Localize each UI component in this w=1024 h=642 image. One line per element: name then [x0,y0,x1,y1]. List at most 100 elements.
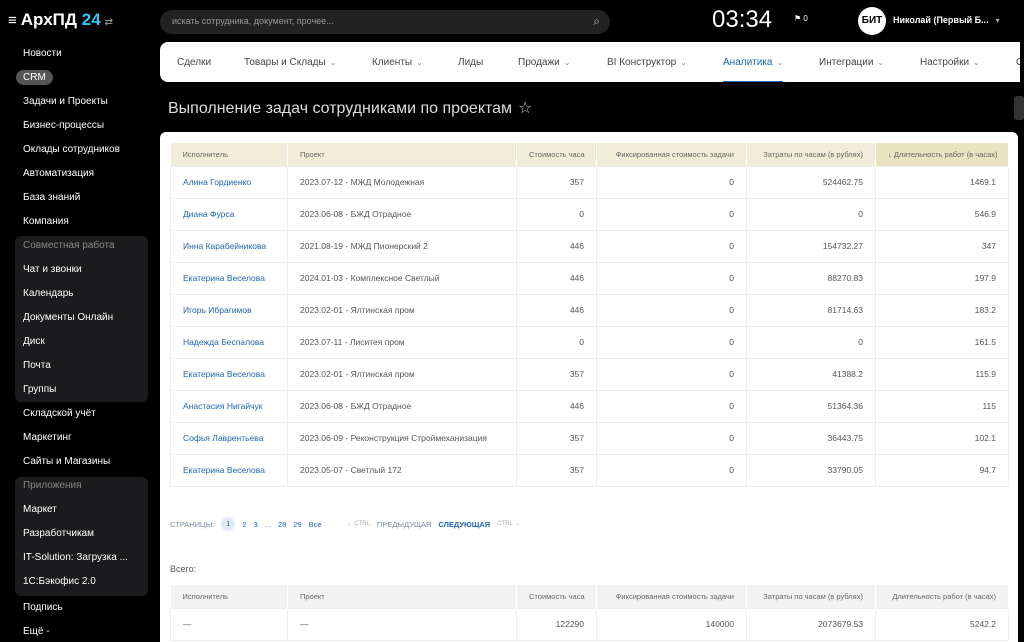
sidebar-item[interactable]: Разработчикам [23,528,94,539]
user-menu[interactable]: Николай (Первый Б... ▾ [893,15,1000,25]
employee-link[interactable]: Алина Гордиенко [170,165,288,199]
sidebar-item[interactable]: Автоматизация [23,168,95,179]
employee-link[interactable]: Екатерина Веселова [170,453,288,487]
table-cell: 183.2 [875,293,1009,327]
sidebar-item-crm[interactable]: CRM [16,70,53,85]
tab-7[interactable]: Интеграции ⌄ [819,57,884,68]
app-logo[interactable]: ≡ АрхПД 24 ⇄ [8,10,114,29]
tab-6[interactable]: Аналитика ⌄ [723,57,784,82]
table-cell: 1469.1 [875,165,1009,199]
totals-cell: 5242.2 [875,607,1009,641]
sidebar-item[interactable]: IT-Solution: Загрузка ... [23,552,128,563]
column-header[interactable]: Фиксированная стоимость задачи [596,143,747,166]
flag-counter[interactable]: ⚑ 0 [794,14,808,23]
sidebar-item[interactable]: Маркет [23,504,57,515]
employee-link[interactable]: Надежда Беспалова [170,325,288,359]
sidebar-item[interactable]: 1С:Бэкофис 2.0 [23,576,96,587]
table-cell: 2023.07-12 - МЖД Молодежная [287,165,517,199]
tab-1[interactable]: Товары и Склады ⌄ [244,57,336,68]
page-link[interactable]: Все [308,519,322,529]
search-input[interactable] [172,16,572,26]
tab-8[interactable]: Настройки ⌄ [920,57,980,68]
sidebar-item[interactable]: Ещё - [23,626,50,637]
sidebar-item[interactable]: Складской учёт [23,408,96,419]
search-icon[interactable]: ⌕ [593,14,600,28]
sidebar-item[interactable]: Задачи и Проекты [23,96,108,107]
employee-link[interactable]: Софья Лаврентьева [170,421,288,455]
employee-link[interactable]: Инна Карабейникова [170,229,288,263]
next-page-button[interactable]: СЛЕДУЮЩАЯ [438,519,491,529]
column-header[interactable]: Исполнитель [170,143,288,166]
page-link[interactable]: 3 [253,519,258,529]
chevron-down-icon[interactable]: ▾ [995,15,1000,25]
chevron-down-icon: ⌄ [973,58,980,67]
sidebar-item[interactable]: Компания [23,216,69,227]
table-cell: 2023.07-11 - Лиситея пром [287,325,517,359]
table-row: Диана Фурса 2023.06-08 - БЖД Отрадное 0 0 0 5… [170,197,1009,231]
employee-link[interactable]: Диана Фурса [170,197,288,231]
sidebar-item[interactable]: База знаний [23,192,81,203]
employee-link[interactable]: Анастасия Нигайчук [170,389,288,423]
sidebar-item[interactable]: Диск [23,336,45,347]
tab-9[interactable]: С [1016,57,1020,68]
column-header[interactable]: Стоимость часа [516,143,597,166]
clock[interactable]: 03:34 [712,6,773,33]
sidebar-item[interactable]: Чат и звонки [23,264,82,275]
table-cell: 357 [516,453,597,487]
tab-0[interactable]: Сделки [177,57,211,68]
hamburger-icon[interactable]: ≡ [8,12,17,29]
table-cell: 446 [516,389,597,423]
totals-cell: 2073679.53 [746,607,876,641]
sidebar-item[interactable]: Документы Онлайн [23,312,114,323]
table-cell: 0 [596,453,747,487]
sidebar-item[interactable]: Сайты и Магазины [23,456,111,467]
sidebar-group-header[interactable]: Приложения [23,480,82,491]
sidebar-item[interactable]: Оклады сотрудников [23,144,120,155]
page-link[interactable]: 2 [242,519,247,529]
tab-2[interactable]: Клиенты ⌄ [372,57,423,68]
chevron-down-icon: ⌄ [776,58,784,67]
prev-page-button[interactable]: ПРЕДЫДУЩАЯ [376,519,432,529]
sidebar-group-apps [15,477,148,596]
table-cell: 197.9 [875,261,1009,295]
avatar[interactable]: БИТ [858,7,886,35]
sidebar-group-header[interactable]: Совместная работа [23,240,115,251]
scroll-handle[interactable] [1014,96,1024,120]
column-header[interactable]: Проект [287,143,517,166]
sidebar-item[interactable]: Подпись [23,602,63,613]
table-cell: 446 [516,261,597,295]
tab-label: Аналитика [723,57,773,68]
chevron-down-icon: ⌄ [563,58,571,67]
table-row: Инна Карабейникова 2021.08-19 - МЖД Пионе… [170,229,1009,263]
table-cell: 94.7 [875,453,1009,487]
chevron-down-icon: ⌄ [416,58,423,67]
swap-icon[interactable]: ⇄ [104,17,114,28]
sidebar-item[interactable]: Маркетинг [23,432,72,443]
employee-link[interactable]: Екатерина Веселова [170,261,288,295]
tab-5[interactable]: BI Конструктор ⌄ [607,57,687,68]
user-name[interactable]: Николай (Первый Б... [893,15,989,25]
tab-3[interactable]: Лиды [458,57,483,68]
table-cell: 2024.01-03 - Комплексное Светлый [287,261,517,295]
next-ctrl-hint: CTRL → [497,521,521,527]
sidebar-item[interactable]: Календарь [23,288,74,299]
table-cell: 446 [516,293,597,327]
page-link[interactable]: 28 [277,519,287,529]
column-header[interactable]: Затраты по часам (в рублях) [746,143,876,166]
table-row: Анастасия Нигайчук 2023.06-08 - БЖД Отрад… [170,389,1009,423]
sidebar-item[interactable]: Группы [23,384,57,395]
star-icon[interactable]: ☆ [518,100,533,117]
sidebar-item[interactable]: Новости [23,48,62,59]
page-link[interactable]: 29 [293,519,302,529]
sidebar-item[interactable]: Почта [23,360,51,371]
tab-label: Продажи [518,57,560,68]
tab-4[interactable]: Продажи ⌄ [518,57,570,68]
table-cell: 524462.75 [746,165,876,199]
table-cell: 357 [516,421,597,455]
sidebar-item[interactable]: Бизнес-процессы [23,120,105,131]
column-header[interactable]: ↓ Длительность работ (в часах) [875,143,1009,166]
page-link[interactable]: 1 [221,517,236,531]
table-cell: 2023.02-01 - Ялтинская пром [287,293,517,327]
employee-link[interactable]: Екатерина Веселова [170,357,288,391]
employee-link[interactable]: Игорь Ибрагимов [170,293,288,327]
